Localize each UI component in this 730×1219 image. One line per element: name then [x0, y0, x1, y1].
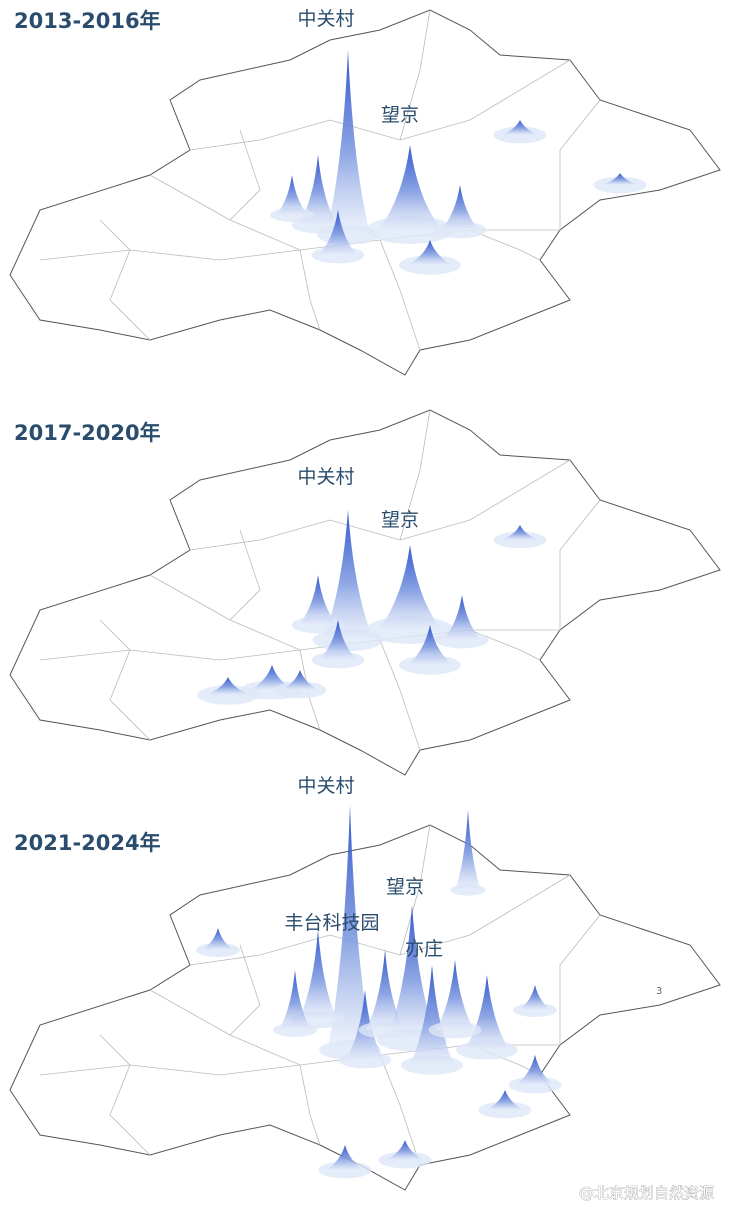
- density-peak: [280, 670, 320, 690]
- density-peak: [318, 620, 358, 660]
- district-boundary: [299, 1064, 321, 1146]
- density-peak: [409, 965, 455, 1065]
- density-base: [197, 685, 259, 705]
- density-peak: [385, 1140, 425, 1160]
- watermark: @北京规划自然资源: [579, 1184, 714, 1202]
- density-peak: [407, 625, 453, 665]
- density-peak: [202, 928, 234, 950]
- density-peak: [298, 930, 338, 1020]
- density-peak: [322, 510, 374, 640]
- district-boundary: [189, 874, 571, 966]
- place-label: 中关村: [297, 775, 354, 797]
- density-peak: [455, 810, 481, 890]
- density-peak: [519, 985, 551, 1010]
- map-panel: [9, 805, 721, 1191]
- density-peak: [279, 970, 311, 1030]
- district-boundary: [559, 499, 601, 630]
- panel-title: 2017-2020年: [14, 421, 161, 445]
- district-boundary: [229, 129, 261, 221]
- district-boundary: [469, 629, 541, 661]
- density-peak: [325, 1145, 365, 1170]
- district-boundary: [189, 59, 571, 151]
- district-boundary: [99, 1034, 151, 1156]
- place-label: 丰台科技园: [284, 912, 379, 934]
- district-boundary: [299, 649, 321, 731]
- district-boundary: [99, 619, 151, 741]
- map-panel: [9, 409, 721, 776]
- district-boundary: [39, 649, 301, 661]
- place-label: 中关村: [297, 466, 354, 488]
- district-boundary: [399, 9, 431, 141]
- density-peak: [318, 210, 358, 255]
- district-boundary: [379, 639, 421, 751]
- district-boundary: [559, 99, 601, 230]
- district-boundary: [39, 249, 301, 261]
- place-label: 亦庄: [405, 938, 443, 960]
- density-peak: [485, 1090, 525, 1110]
- district-boundary: [229, 529, 261, 621]
- density-peak: [500, 120, 540, 135]
- panel-title: 2021-2024年: [14, 831, 161, 855]
- district-boundary: [469, 229, 541, 261]
- city-boundary: [9, 409, 721, 776]
- density-peak: [440, 185, 480, 230]
- density-peak: [515, 1055, 555, 1085]
- density-peak: [386, 905, 438, 1040]
- density-peak: [298, 155, 338, 225]
- district-boundary: [39, 1064, 301, 1076]
- density-peak: [442, 595, 482, 640]
- density-peak: [325, 50, 371, 235]
- place-label: 中关村: [297, 8, 354, 30]
- density-peak: [365, 950, 405, 1030]
- district-boundary: [559, 914, 601, 1045]
- density-peak: [276, 175, 308, 215]
- density-peak: [600, 173, 640, 185]
- page-marker: 3: [656, 986, 662, 997]
- district-boundary: [399, 409, 431, 541]
- place-label: 望京: [381, 104, 419, 126]
- density-peak: [205, 677, 251, 695]
- district-boundary: [299, 249, 321, 331]
- density-peak: [327, 805, 373, 1050]
- district-boundary: [399, 824, 431, 956]
- district-boundary: [379, 239, 421, 351]
- density-peak: [298, 575, 338, 625]
- density-peak: [435, 960, 475, 1030]
- place-label: 望京: [386, 876, 424, 898]
- density-peak: [378, 145, 442, 230]
- density-peak: [500, 525, 540, 540]
- district-boundary: [189, 459, 571, 551]
- panel-title: 2013-2016年: [14, 9, 161, 33]
- district-boundary: [379, 1054, 421, 1166]
- density-peak: [378, 545, 442, 630]
- city-boundary: [9, 9, 721, 376]
- place-label: 望京: [381, 509, 419, 531]
- district-boundary: [99, 219, 151, 341]
- map-panel: [9, 9, 721, 376]
- density-peak: [407, 240, 453, 265]
- district-boundary: [229, 944, 261, 1036]
